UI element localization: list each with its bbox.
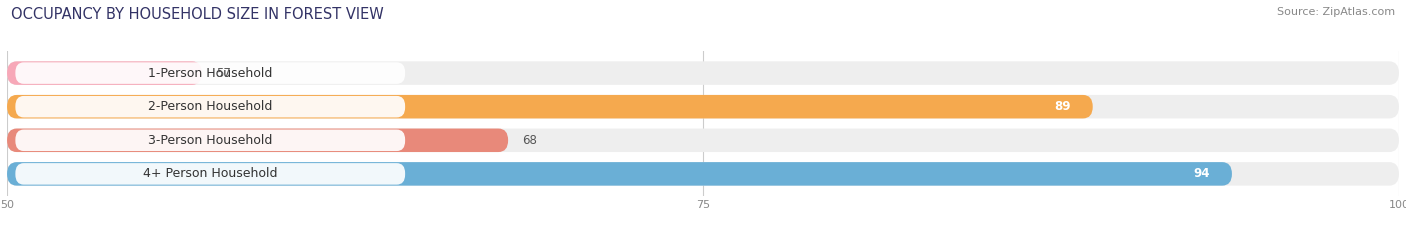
FancyBboxPatch shape xyxy=(7,61,1399,85)
FancyBboxPatch shape xyxy=(15,62,405,84)
Text: 89: 89 xyxy=(1054,100,1070,113)
Text: 1-Person Household: 1-Person Household xyxy=(148,67,273,80)
FancyBboxPatch shape xyxy=(15,130,405,151)
FancyBboxPatch shape xyxy=(7,162,1399,186)
FancyBboxPatch shape xyxy=(15,96,405,117)
FancyBboxPatch shape xyxy=(7,129,508,152)
FancyBboxPatch shape xyxy=(7,95,1399,118)
Text: OCCUPANCY BY HOUSEHOLD SIZE IN FOREST VIEW: OCCUPANCY BY HOUSEHOLD SIZE IN FOREST VI… xyxy=(11,7,384,22)
FancyBboxPatch shape xyxy=(15,163,405,185)
Text: 68: 68 xyxy=(522,134,537,147)
FancyBboxPatch shape xyxy=(7,95,1092,118)
FancyBboxPatch shape xyxy=(7,162,1232,186)
Text: 94: 94 xyxy=(1194,167,1209,180)
Text: Source: ZipAtlas.com: Source: ZipAtlas.com xyxy=(1277,7,1395,17)
FancyBboxPatch shape xyxy=(7,129,1399,152)
Text: 4+ Person Household: 4+ Person Household xyxy=(143,167,277,180)
Text: 3-Person Household: 3-Person Household xyxy=(148,134,273,147)
FancyBboxPatch shape xyxy=(7,61,202,85)
Text: 2-Person Household: 2-Person Household xyxy=(148,100,273,113)
Text: 57: 57 xyxy=(217,67,231,80)
